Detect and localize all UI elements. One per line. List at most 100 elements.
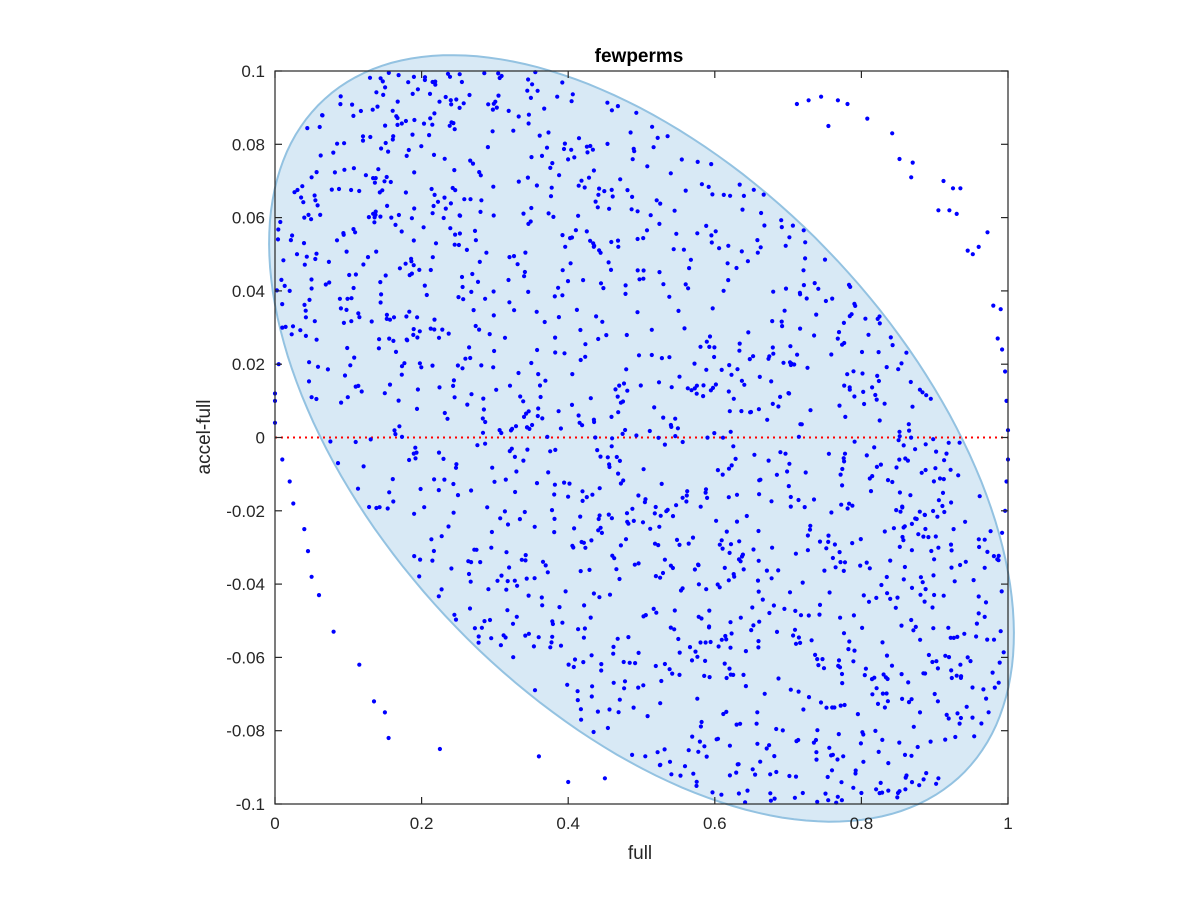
data-point [460, 366, 465, 371]
data-point [529, 360, 534, 366]
data-point [498, 643, 503, 648]
data-point [703, 490, 708, 495]
data-point [948, 467, 953, 472]
data-point [874, 595, 879, 601]
data-point [712, 431, 717, 436]
data-point [721, 192, 726, 197]
data-point [641, 236, 646, 241]
data-point [683, 282, 688, 287]
data-point [409, 256, 414, 261]
data-point [353, 439, 358, 445]
data-point [349, 187, 354, 193]
data-point [897, 156, 902, 162]
data-point [896, 438, 901, 443]
data-point [778, 450, 783, 455]
data-point [627, 660, 632, 665]
data-point [1000, 530, 1005, 535]
data-point [417, 361, 422, 366]
data-point [755, 578, 761, 583]
data-point [446, 331, 451, 336]
data-point [873, 392, 878, 398]
data-point [686, 286, 691, 291]
data-point [507, 255, 512, 260]
data-point [757, 478, 762, 483]
data-point [851, 659, 856, 664]
data-point [446, 524, 451, 529]
data-point [309, 217, 314, 222]
data-point [452, 395, 457, 400]
data-point [469, 488, 474, 493]
data-point [581, 278, 586, 283]
data-point [430, 122, 435, 127]
data-point [378, 280, 383, 285]
data-point [429, 537, 434, 542]
data-point [706, 184, 711, 189]
data-point [618, 481, 624, 486]
data-point [566, 779, 571, 785]
data-point [963, 519, 968, 524]
data-point [824, 546, 829, 551]
data-point [793, 551, 799, 556]
data-point [482, 619, 487, 624]
data-point [683, 188, 688, 193]
data-point [884, 653, 890, 658]
data-point [977, 544, 982, 550]
data-point [504, 550, 509, 555]
data-point [827, 590, 832, 595]
data-point [982, 537, 987, 542]
data-point [793, 774, 799, 779]
data-point [298, 328, 303, 333]
data-point [670, 671, 675, 676]
data-point [372, 215, 377, 220]
data-point [457, 213, 462, 218]
data-point [512, 454, 518, 459]
data-point [576, 136, 582, 141]
data-point [835, 98, 841, 103]
data-point [453, 465, 459, 470]
data-point [371, 176, 376, 181]
data-point [351, 166, 356, 171]
data-point [751, 623, 756, 628]
data-point [548, 194, 554, 199]
data-point [617, 458, 623, 463]
data-point [918, 575, 924, 580]
data-point [841, 456, 846, 461]
data-point [583, 354, 588, 359]
data-point [814, 750, 819, 755]
data-point [726, 243, 731, 248]
data-point [353, 230, 358, 235]
data-point [913, 447, 918, 452]
data-point [413, 445, 418, 450]
data-point [908, 493, 913, 498]
data-point [930, 659, 935, 665]
data-point [514, 614, 519, 619]
data-point [568, 261, 573, 266]
data-point [599, 530, 605, 536]
data-point [410, 132, 415, 137]
data-point [659, 678, 664, 684]
data-point [779, 218, 784, 223]
data-point [860, 371, 865, 376]
data-point [657, 221, 662, 226]
data-point [472, 626, 477, 631]
data-point [863, 316, 868, 321]
data-point [840, 342, 845, 347]
data-point [565, 279, 571, 284]
data-point [658, 762, 663, 767]
data-point [610, 436, 615, 441]
data-point [940, 503, 945, 509]
data-point [589, 694, 594, 699]
data-point [654, 610, 659, 615]
data-point [338, 306, 343, 311]
data-point [729, 372, 734, 377]
data-point [671, 247, 676, 252]
data-point [419, 144, 424, 149]
data-point [838, 472, 843, 477]
data-point [342, 167, 347, 172]
data-point [707, 675, 712, 680]
data-point [635, 310, 640, 315]
data-point [655, 135, 660, 140]
data-point [442, 156, 447, 161]
data-point [431, 548, 436, 554]
data-point [507, 565, 512, 570]
